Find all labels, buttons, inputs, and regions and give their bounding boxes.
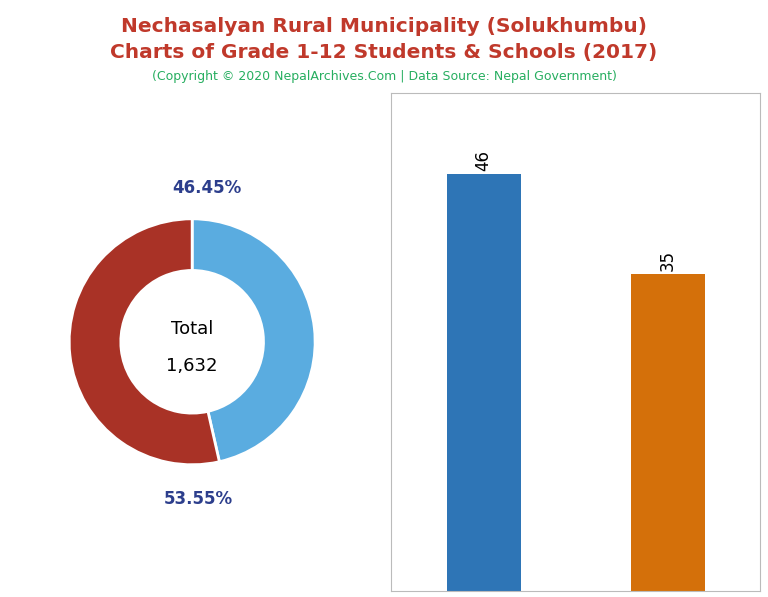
Bar xyxy=(631,274,705,591)
Text: Charts of Grade 1-12 Students & Schools (2017): Charts of Grade 1-12 Students & Schools … xyxy=(111,43,657,62)
Text: 1,632: 1,632 xyxy=(167,358,218,376)
Text: 46: 46 xyxy=(475,150,492,171)
Text: 46.45%: 46.45% xyxy=(172,179,241,197)
Text: Total: Total xyxy=(171,321,214,338)
Bar xyxy=(447,174,521,591)
Text: 53.55%: 53.55% xyxy=(164,490,233,508)
Text: Nechasalyan Rural Municipality (Solukhumbu): Nechasalyan Rural Municipality (Solukhum… xyxy=(121,17,647,36)
Wedge shape xyxy=(192,219,315,461)
Text: (Copyright © 2020 NepalArchives.Com | Data Source: Nepal Government): (Copyright © 2020 NepalArchives.Com | Da… xyxy=(151,70,617,84)
Text: 35: 35 xyxy=(659,250,677,271)
Wedge shape xyxy=(69,219,220,464)
